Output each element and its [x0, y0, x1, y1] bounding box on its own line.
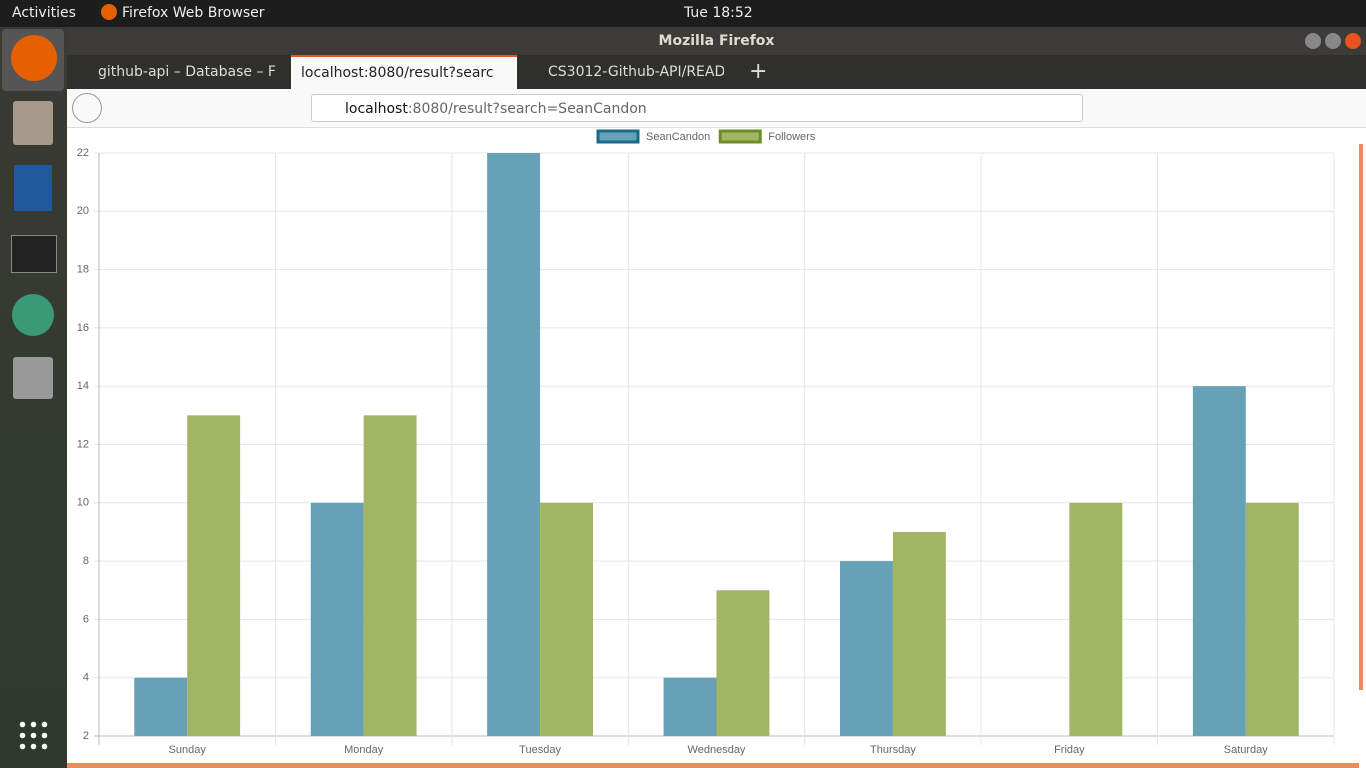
installer-launcher[interactable]	[13, 357, 53, 399]
clock[interactable]: Tue 18:52	[684, 5, 753, 21]
nav-bar: localhost:8080/result?search=SeanCandon	[67, 89, 1366, 128]
y-tick-label: 2	[83, 730, 89, 742]
top-bar: Activities Firefox Web Browser Tue 18:52	[0, 0, 1366, 27]
url-host: localhost	[345, 101, 408, 117]
x-tick-label: Friday	[1054, 744, 1085, 756]
dock	[0, 27, 67, 768]
y-tick-label: 10	[77, 497, 89, 509]
files-launcher[interactable]	[13, 101, 53, 145]
bar	[716, 590, 770, 736]
scrollbar	[1359, 144, 1363, 690]
bar	[892, 531, 946, 736]
apps-grid[interactable]	[17, 719, 49, 751]
legend-swatch	[718, 129, 762, 144]
y-tick-label: 22	[77, 147, 89, 159]
bar	[1069, 502, 1123, 736]
tab[interactable]: CS3012-Github-API/READ	[548, 64, 724, 80]
y-tick-label: 14	[77, 380, 89, 392]
new-tab[interactable]: +	[749, 59, 768, 84]
tab-active[interactable]: localhost:8080/result?searc	[291, 55, 517, 89]
tab[interactable]: github-api – Database – F	[98, 64, 276, 80]
chart: 2 4 6 8 10 12 14 16 18 20 22 Sunday Monday Tuesday Wed…	[67, 129, 1363, 768]
writer-launcher[interactable]	[14, 165, 52, 211]
bar	[840, 561, 893, 736]
x-tick-label: Thursday	[870, 744, 916, 756]
y-tick-label: 8	[83, 555, 89, 567]
activities[interactable]: Activities	[12, 5, 76, 21]
back[interactable]	[72, 93, 102, 123]
tab-strip: github-api – Database – F localhost:8080…	[67, 55, 1366, 89]
url-bar[interactable]: localhost:8080/result?search=SeanCandon	[311, 94, 1083, 122]
x-tick-label: Tuesday	[519, 744, 561, 756]
bar	[487, 153, 541, 736]
bar	[134, 677, 188, 736]
bar	[663, 677, 717, 736]
x-tick-label: Saturday	[1224, 744, 1269, 756]
atom-launcher[interactable]	[12, 294, 54, 336]
close[interactable]	[1345, 33, 1361, 49]
x-tick-label: Sunday	[169, 744, 207, 756]
legend-label: SeanCandon	[646, 131, 710, 143]
y-tick-label: 4	[83, 672, 89, 684]
app-menu[interactable]: Firefox Web Browser	[122, 5, 265, 21]
y-tick-label: 16	[77, 322, 89, 334]
bar	[187, 415, 241, 736]
y-tick-label: 12	[77, 438, 89, 450]
window-title: Mozilla Firefox	[67, 27, 1366, 55]
y-tick-label: 20	[77, 205, 89, 217]
firefox-icon	[101, 4, 117, 20]
legend-label: Followers	[768, 131, 816, 143]
terminal-launcher[interactable]	[11, 235, 57, 273]
firefox-launcher[interactable]	[11, 35, 57, 81]
y-tick-label: 18	[77, 264, 89, 276]
maximize[interactable]	[1325, 33, 1341, 49]
url-rest: :8080/result?search=SeanCandon	[407, 101, 647, 117]
x-tick-label: Monday	[344, 744, 384, 756]
y-tick-label: 6	[83, 613, 89, 625]
bar	[310, 502, 364, 736]
bar	[1245, 502, 1299, 736]
x-tick-label: Wednesday	[688, 744, 746, 756]
legend-swatch	[596, 129, 640, 144]
bar	[540, 502, 593, 736]
bar	[363, 415, 417, 736]
minimize[interactable]	[1305, 33, 1321, 49]
bar	[1192, 386, 1246, 736]
bottom-strip	[67, 763, 1359, 768]
